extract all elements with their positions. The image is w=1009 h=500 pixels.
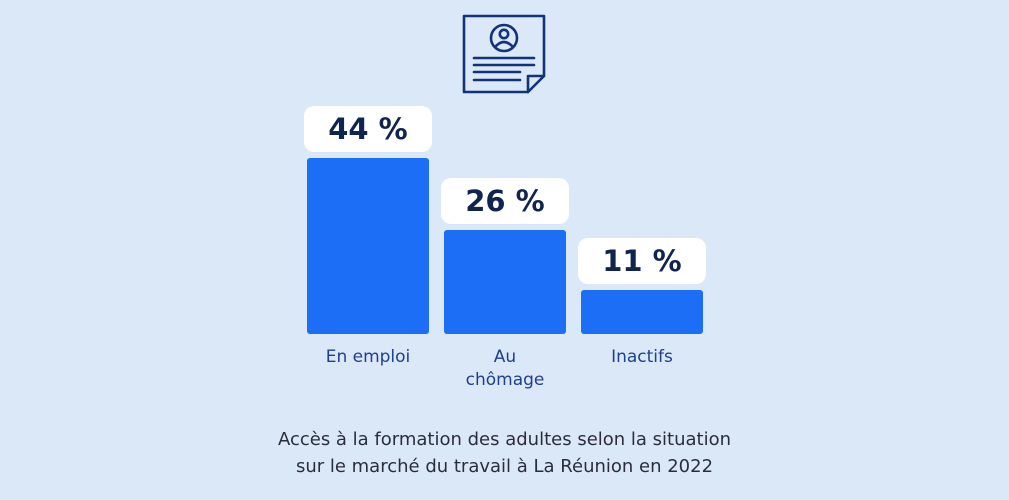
value-label-background-1 [441,178,569,224]
value-label-0: 44 % [328,112,408,146]
category-label-1-line-0: Au [494,347,516,367]
value-label-2: 11 % [602,244,682,278]
category-label-0-line-0: En emploi [326,347,411,367]
value-label-1: 26 % [465,184,545,218]
chart-caption-line-1: Accès à la formation des adultes selon l… [277,429,732,450]
category-label-2-line-0: Inactifs [611,347,673,367]
bar-1 [444,230,566,334]
value-label-background-2 [578,238,706,284]
value-label-background-0 [304,106,432,152]
chart-caption-line-2: sur le marché du travail à La Réunion en… [295,456,714,477]
bar-2 [581,290,703,334]
bar-0 [307,158,429,334]
cv-document-icon [462,14,546,94]
category-label-1-line-1: chômage [466,370,545,390]
